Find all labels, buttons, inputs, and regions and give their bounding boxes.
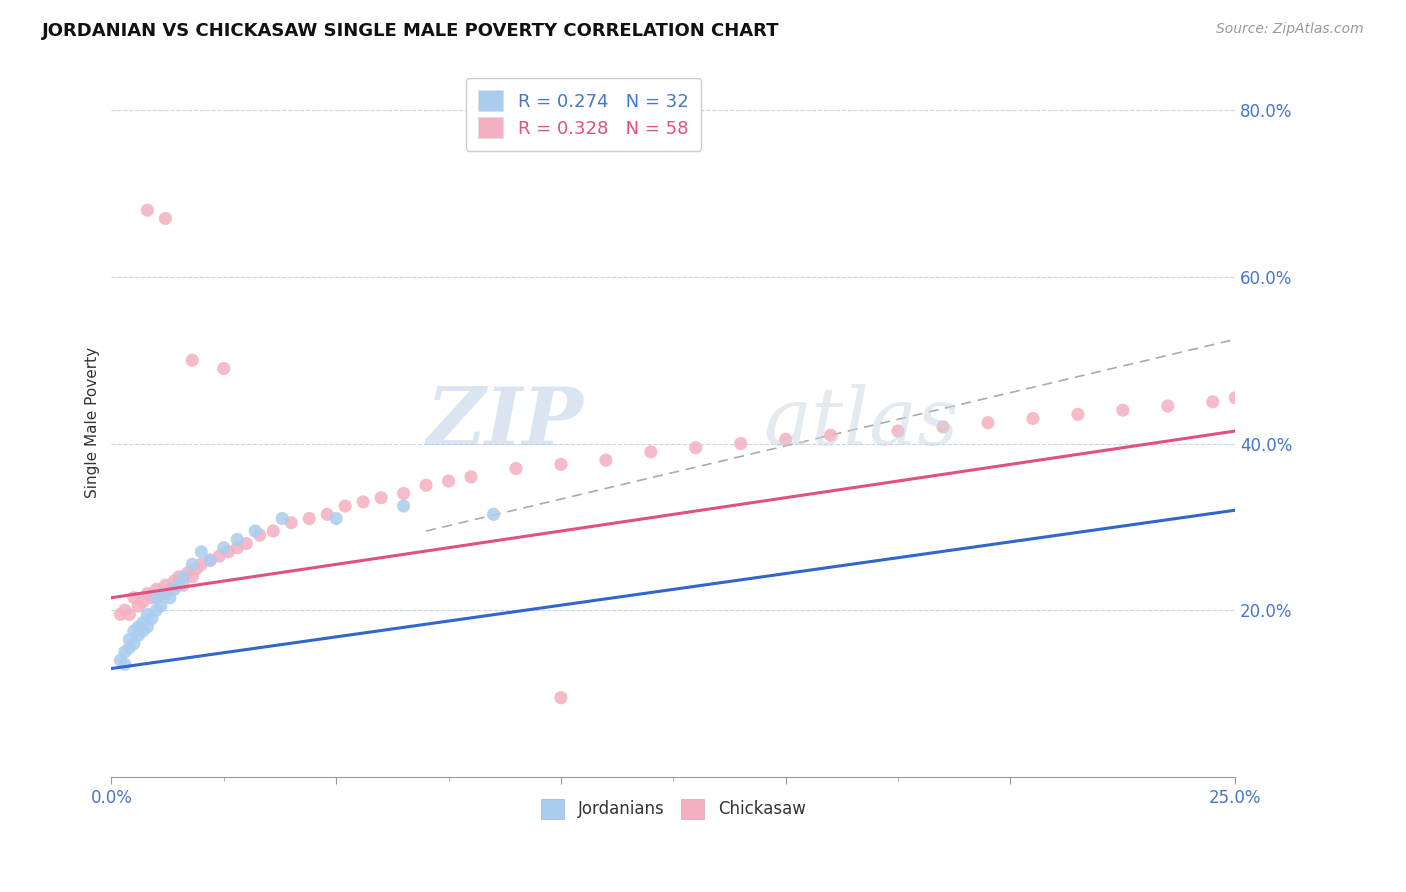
Point xyxy=(127,628,149,642)
Point xyxy=(775,433,797,447)
Point xyxy=(226,533,249,547)
Point xyxy=(127,620,149,634)
Point xyxy=(155,586,177,600)
Point xyxy=(118,640,141,655)
Point xyxy=(316,508,339,522)
Legend: Jordanians, Chickasaw: Jordanians, Chickasaw xyxy=(534,793,813,825)
Y-axis label: Single Male Poverty: Single Male Poverty xyxy=(86,347,100,499)
Point xyxy=(217,545,239,559)
Point xyxy=(887,424,910,438)
Point xyxy=(177,566,200,580)
Point xyxy=(200,553,222,567)
Point xyxy=(460,470,482,484)
Point xyxy=(136,607,159,622)
Point xyxy=(245,524,267,538)
Point xyxy=(437,474,460,488)
Point xyxy=(640,445,662,459)
Point xyxy=(1157,399,1180,413)
Point xyxy=(145,582,167,597)
Point xyxy=(122,624,145,638)
Point xyxy=(110,653,132,667)
Point xyxy=(505,461,527,475)
Point xyxy=(172,570,194,584)
Point xyxy=(149,599,172,613)
Point xyxy=(1225,391,1247,405)
Point xyxy=(163,574,186,588)
Point xyxy=(114,603,136,617)
Point xyxy=(482,508,505,522)
Point xyxy=(190,558,212,572)
Point xyxy=(595,453,617,467)
Point xyxy=(114,657,136,672)
Point xyxy=(167,578,190,592)
Point xyxy=(235,536,257,550)
Point xyxy=(159,582,181,597)
Point xyxy=(977,416,1000,430)
Text: atlas: atlas xyxy=(763,384,959,461)
Point xyxy=(159,591,181,605)
Point xyxy=(1022,411,1045,425)
Point xyxy=(212,541,235,555)
Point xyxy=(145,591,167,605)
Point xyxy=(149,586,172,600)
Point xyxy=(186,561,208,575)
Point xyxy=(172,578,194,592)
Point xyxy=(136,620,159,634)
Text: ZIP: ZIP xyxy=(426,384,583,461)
Point xyxy=(212,361,235,376)
Point xyxy=(1112,403,1135,417)
Point xyxy=(262,524,284,538)
Point xyxy=(685,441,707,455)
Point xyxy=(325,511,347,525)
Point xyxy=(1067,408,1090,422)
Point xyxy=(392,486,415,500)
Point xyxy=(200,553,222,567)
Point xyxy=(333,499,356,513)
Point xyxy=(181,353,204,368)
Text: JORDANIAN VS CHICKASAW SINGLE MALE POVERTY CORRELATION CHART: JORDANIAN VS CHICKASAW SINGLE MALE POVER… xyxy=(42,22,780,40)
Point xyxy=(370,491,392,505)
Point xyxy=(122,636,145,650)
Point xyxy=(118,607,141,622)
Point xyxy=(127,599,149,613)
Point xyxy=(730,436,752,450)
Point xyxy=(118,632,141,647)
Text: Source: ZipAtlas.com: Source: ZipAtlas.com xyxy=(1216,22,1364,37)
Point xyxy=(298,511,321,525)
Point xyxy=(132,624,155,638)
Point xyxy=(132,615,155,630)
Point xyxy=(132,595,155,609)
Point xyxy=(155,578,177,592)
Point xyxy=(167,570,190,584)
Point xyxy=(415,478,437,492)
Point xyxy=(141,611,163,625)
Point xyxy=(352,495,374,509)
Point xyxy=(550,690,572,705)
Point xyxy=(136,203,159,218)
Point xyxy=(208,549,231,563)
Point xyxy=(226,541,249,555)
Point xyxy=(136,586,159,600)
Point xyxy=(110,607,132,622)
Point xyxy=(550,458,572,472)
Point xyxy=(141,591,163,605)
Point xyxy=(820,428,842,442)
Point xyxy=(280,516,302,530)
Point xyxy=(155,211,177,226)
Point xyxy=(249,528,271,542)
Point xyxy=(190,545,212,559)
Point xyxy=(181,558,204,572)
Point xyxy=(181,570,204,584)
Point xyxy=(932,420,955,434)
Point xyxy=(271,511,294,525)
Point xyxy=(163,582,186,597)
Point xyxy=(114,645,136,659)
Point xyxy=(145,603,167,617)
Point xyxy=(122,591,145,605)
Point xyxy=(392,499,415,513)
Point xyxy=(1202,395,1225,409)
